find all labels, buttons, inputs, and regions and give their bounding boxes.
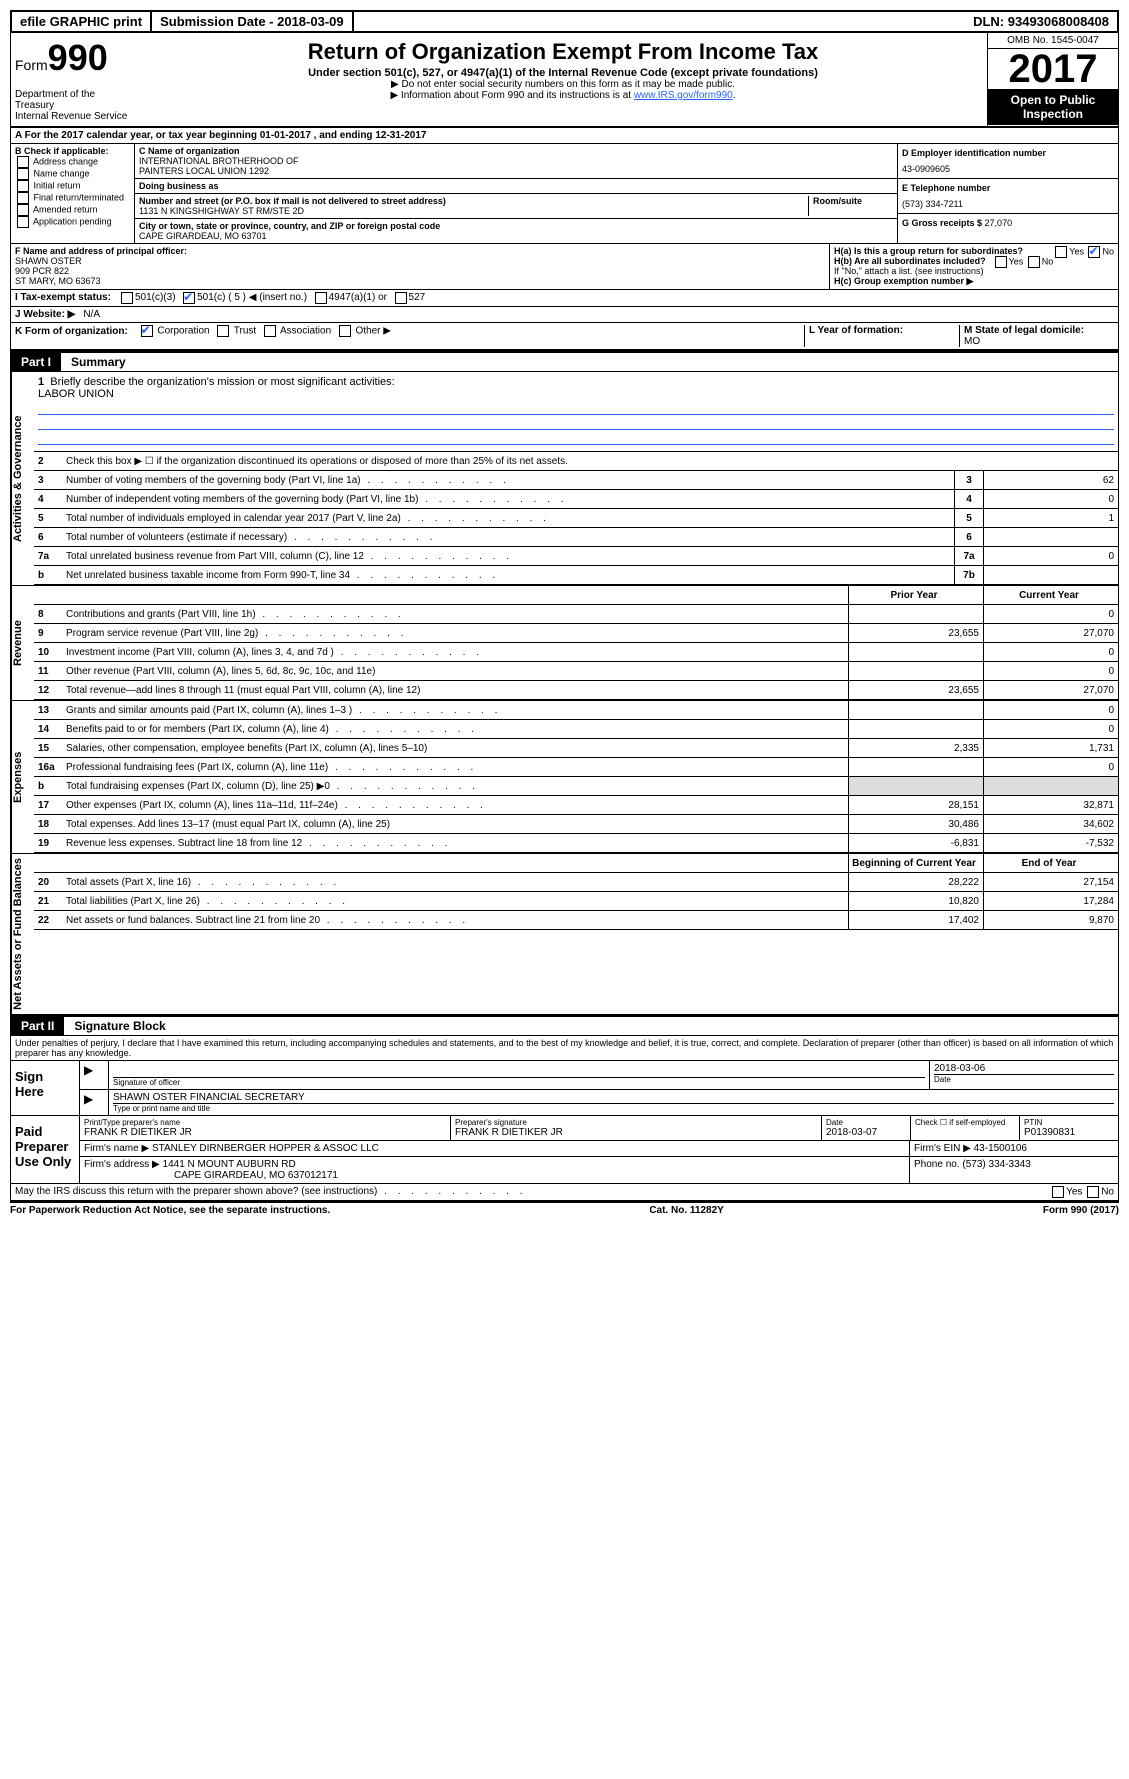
page-footer: For Paperwork Reduction Act Notice, see … [10,1202,1119,1216]
cb-association[interactable] [264,325,276,337]
cb-name-change[interactable] [17,168,29,180]
expenses-section: Expenses 13Grants and similar amounts pa… [10,700,1119,853]
vtab-net-assets: Net Assets or Fund Balances [11,854,34,1014]
table-row: 8Contributions and grants (Part VIII, li… [34,605,1118,624]
table-row: 9Program service revenue (Part VIII, lin… [34,624,1118,643]
cb-501c3[interactable] [121,292,133,304]
row-j-website: J Website: ▶ N/A [10,307,1119,323]
header-left: Form990 Department of the Treasury Inter… [11,33,139,126]
table-row: 11Other revenue (Part VIII, column (A), … [34,662,1118,681]
top-bar: efile GRAPHIC print Submission Date - 20… [10,10,1119,33]
open-to-public: Open to Public Inspection [988,89,1118,125]
row-a-tax-year: A For the 2017 calendar year, or tax yea… [10,126,1119,144]
row-i-tax-exempt: I Tax-exempt status: 501(c)(3) 501(c) ( … [10,290,1119,307]
org-city: CAPE GIRARDEAU, MO 63701 [139,231,893,241]
cb-hb-no[interactable] [1028,256,1040,268]
table-row: 19Revenue less expenses. Subtract line 1… [34,834,1118,853]
org-name-2: PAINTERS LOCAL UNION 1292 [139,166,893,176]
cb-4947[interactable] [315,292,327,304]
table-row: 22Net assets or fund balances. Subtract … [34,911,1118,930]
cb-501c[interactable] [183,292,195,304]
table-row: 20Total assets (Part X, line 16)28,22227… [34,873,1118,892]
form-header: Form990 Department of the Treasury Inter… [10,33,1119,126]
table-row: 17Other expenses (Part IX, column (A), l… [34,796,1118,815]
table-row: 10Investment income (Part VIII, column (… [34,643,1118,662]
vtab-governance: Activities & Governance [11,372,34,585]
cb-application-pending[interactable] [17,216,29,228]
part-1-header: Part I Summary [10,351,1119,372]
officer-name: SHAWN OSTER FINANCIAL SECRETARY [113,1092,1114,1104]
col-d-right: D Employer identification number 43-0909… [897,144,1118,243]
col-c-org-info: C Name of organization INTERNATIONAL BRO… [135,144,897,243]
tax-year: 2017 [988,49,1118,89]
cb-hb-yes[interactable] [995,256,1007,268]
firm-ein: 43-1500106 [974,1143,1027,1154]
org-address: 1131 N KINGSHIGHWAY ST RM/STE 2D [139,206,808,216]
form-title: Return of Organization Exempt From Incom… [143,39,983,65]
vtab-expenses: Expenses [11,701,34,853]
identity-block: B Check if applicable: Address change Na… [10,144,1119,244]
table-row: 14Benefits paid to or for members (Part … [34,720,1118,739]
cb-corporation[interactable] [141,325,153,337]
ptin: P01390831 [1024,1127,1114,1138]
header-center: Return of Organization Exempt From Incom… [139,33,987,126]
cb-initial-return[interactable] [17,180,29,192]
phone: (573) 334-7211 [902,199,1114,209]
cb-discuss-no[interactable] [1087,1186,1099,1198]
efile-print-label[interactable]: efile GRAPHIC print [12,12,152,31]
form-number: 990 [48,37,108,78]
gross-receipts: 27,070 [985,218,1013,228]
revenue-section: Revenue Prior YearCurrent Year 8Contribu… [10,585,1119,700]
cb-other[interactable] [339,325,351,337]
preparer-name: FRANK R DIETIKER JR [84,1127,446,1138]
table-row: 21Total liabilities (Part X, line 26)10,… [34,892,1118,911]
submission-date: Submission Date - 2018-03-09 [152,12,354,31]
group-return: H(a) Is this a group return for subordin… [829,244,1118,289]
cb-527[interactable] [395,292,407,304]
penalties-text: Under penalties of perjury, I declare th… [10,1036,1119,1060]
paid-preparer-block: Paid Preparer Use Only Print/Type prepar… [10,1116,1119,1184]
table-row: 18Total expenses. Add lines 13–17 (must … [34,815,1118,834]
firm-name: STANLEY DIRNBERGER HOPPER & ASSOC LLC [152,1143,379,1154]
net-assets-section: Net Assets or Fund Balances Beginning of… [10,853,1119,1015]
sign-here-block: Sign Here ▶ Signature of officer 2018-03… [10,1060,1119,1116]
part-2-header: Part II Signature Block [10,1015,1119,1036]
table-row: 15Salaries, other compensation, employee… [34,739,1118,758]
header-right: OMB No. 1545-0047 2017 Open to Public In… [987,33,1118,126]
form-subtitle: Under section 501(c), 527, or 4947(a)(1)… [143,67,983,79]
dln: DLN: 93493068008408 [965,12,1117,31]
table-row: 16aProfessional fundraising fees (Part I… [34,758,1118,777]
cb-ha-yes[interactable] [1055,246,1067,258]
cb-discuss-yes[interactable] [1052,1186,1064,1198]
discuss-row: May the IRS discuss this return with the… [10,1184,1119,1202]
line-1-mission: 1 Briefly describe the organization's mi… [34,372,1118,452]
col-b-checkboxes: B Check if applicable: Address change Na… [11,144,135,243]
table-row: 13Grants and similar amounts paid (Part … [34,701,1118,720]
note-info: ▶ Information about Form 990 and its ins… [143,90,983,101]
table-row: bTotal fundraising expenses (Part IX, co… [34,777,1118,796]
form990-link[interactable]: www.IRS.gov/form990 [634,90,733,101]
cb-trust[interactable] [217,325,229,337]
table-row: 12Total revenue—add lines 8 through 11 (… [34,681,1118,700]
ein: 43-0909605 [902,164,1114,174]
vtab-revenue: Revenue [11,586,34,700]
cb-ha-no[interactable] [1088,246,1100,258]
principal-officer: F Name and address of principal officer:… [11,244,829,289]
cb-amended-return[interactable] [17,204,29,216]
firm-phone: (573) 334-3343 [962,1159,1030,1170]
org-name-1: INTERNATIONAL BROTHERHOOD OF [139,156,893,166]
row-k-l-m: K Form of organization: Corporation Trus… [10,323,1119,351]
note-ssn: ▶ Do not enter social security numbers o… [143,79,983,90]
cb-final-return[interactable] [17,192,29,204]
cb-address-change[interactable] [17,156,29,168]
row-f-h: F Name and address of principal officer:… [10,244,1119,290]
dept-treasury: Department of the Treasury Internal Reve… [15,89,135,122]
governance-section: Activities & Governance 1 Briefly descri… [10,372,1119,585]
